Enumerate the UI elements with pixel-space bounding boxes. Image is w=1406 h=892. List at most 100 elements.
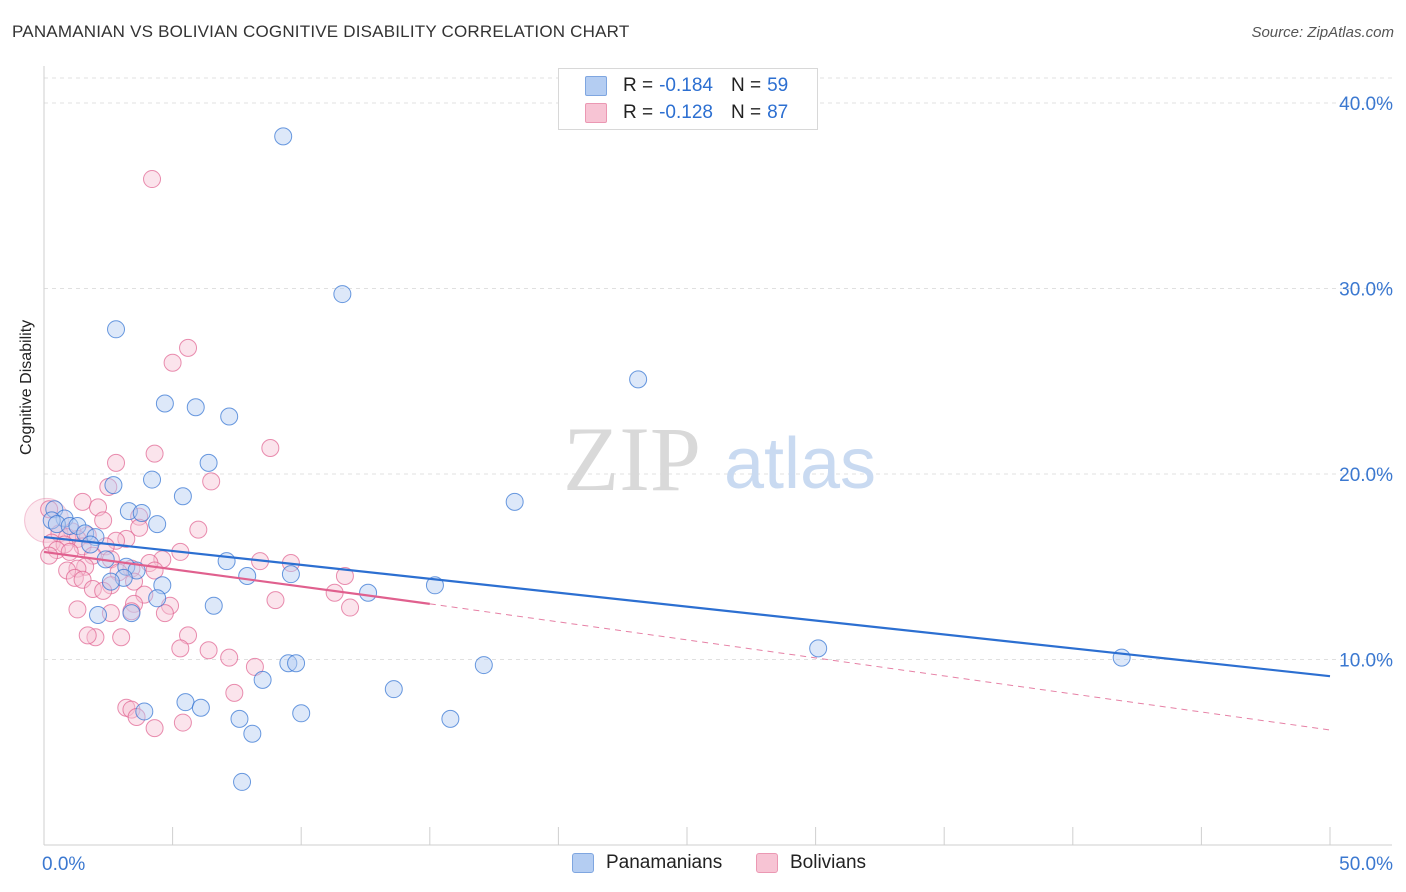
- panamanians-point: [45, 500, 64, 519]
- panamanians-point: [191, 698, 210, 717]
- bolivians-legend-swatch: [756, 853, 778, 873]
- panamanians-point: [68, 516, 87, 535]
- panamanians-point: [333, 285, 352, 304]
- r-value: -0.128: [659, 102, 713, 123]
- bolivians-point: [199, 641, 218, 660]
- panamanians-point: [173, 487, 192, 506]
- n-label: N =: [730, 102, 762, 123]
- panamanians-point: [148, 589, 167, 608]
- bolivians-point: [145, 719, 164, 738]
- panamanians-point: [287, 654, 306, 673]
- bolivians-point: [145, 444, 164, 463]
- bolivians-point: [225, 683, 244, 702]
- y-axis-label: Cognitive Disability: [18, 319, 35, 455]
- panamanians-legend-swatch: [572, 853, 594, 873]
- panamanians-points: [42, 127, 1131, 791]
- bolivians-points: [24, 170, 360, 738]
- correlation-legend: R = -0.184 N = 59 R = -0.128 N = 87: [558, 68, 818, 130]
- bolivians-point: [171, 639, 190, 658]
- source-label: Source: ZipAtlas.com: [1251, 24, 1394, 41]
- x-tick-label: 50.0%: [1339, 854, 1393, 875]
- bolivians-point: [179, 338, 198, 357]
- bolivians-trend-line-extended: [429, 603, 1331, 731]
- n-label: N =: [730, 75, 762, 96]
- panamanians-point: [292, 704, 311, 723]
- bolivians-point: [143, 170, 162, 189]
- panamanians-point: [148, 515, 167, 534]
- panamanians-point: [176, 693, 195, 712]
- bolivians-point: [78, 626, 97, 645]
- legend-row-panamanians: R = -0.184 N = 59: [585, 74, 788, 98]
- bolivians-point: [202, 472, 221, 491]
- panamanians-point: [384, 680, 403, 699]
- legend-item-bolivians[interactable]: Bolivians: [756, 852, 866, 874]
- bolivians-point: [73, 570, 92, 589]
- axes: [43, 66, 1392, 846]
- bolivians-point: [58, 561, 77, 580]
- y-tick-label: 10.0%: [1339, 651, 1393, 672]
- trend-lines: [43, 535, 1331, 731]
- r-label: R =: [623, 102, 654, 123]
- panamanians-point: [474, 656, 493, 675]
- series-legend: Panamanians Bolivians: [0, 852, 1406, 876]
- y-tick-label: 20.0%: [1339, 465, 1393, 486]
- bolivians-point: [261, 439, 280, 458]
- panamanians-point: [505, 492, 524, 511]
- panamanians-point: [81, 535, 100, 554]
- watermark: ZIP atlas: [563, 408, 876, 510]
- panamanians-point: [425, 576, 444, 595]
- bolivians-point: [155, 604, 174, 623]
- panamanians-point: [107, 320, 126, 339]
- panamanians-point: [143, 470, 162, 489]
- panamanians-point: [220, 407, 239, 426]
- legend-item-panamanians[interactable]: Panamanians: [572, 852, 722, 874]
- watermark-zip: ZIP: [563, 408, 701, 510]
- legend-label-panamanians: Panamanians: [606, 852, 723, 873]
- panamanians-point: [132, 503, 151, 522]
- bolivians-point: [112, 628, 131, 647]
- panamanians-point: [279, 654, 298, 673]
- panamanians-point: [1112, 648, 1131, 667]
- bolivians-point: [266, 591, 285, 610]
- bolivians-point: [220, 648, 239, 667]
- tick-labels: 10.0% 20.0% 30.0% 40.0% 0.0% 50.0%: [42, 94, 1393, 875]
- bolivians-point: [86, 628, 105, 647]
- panamanians-point: [281, 565, 300, 584]
- panamanians-point: [135, 702, 154, 721]
- y-tick-label: 30.0%: [1339, 280, 1393, 301]
- bolivians-point: [40, 546, 59, 565]
- panamanians-point: [809, 639, 828, 658]
- watermark-atlas: atlas: [724, 424, 876, 504]
- panamanians-point: [359, 583, 378, 602]
- bolivians-point: [173, 713, 192, 732]
- panamanians-point: [238, 567, 257, 586]
- bolivians-point: [60, 542, 79, 561]
- panamanians-point: [155, 394, 174, 413]
- panamanians-point: [89, 605, 108, 624]
- r-value: -0.184: [659, 75, 713, 96]
- panamanians-trend-line: [43, 535, 1331, 678]
- panamanians-point: [233, 772, 252, 791]
- panamanians-point: [253, 670, 272, 689]
- legend-label-bolivians: Bolivians: [790, 852, 867, 873]
- bolivians-point: [94, 511, 113, 530]
- n-value: 87: [767, 102, 789, 123]
- bolivians-swatch: [585, 103, 607, 123]
- bolivians-point: [341, 598, 360, 617]
- bolivians-point: [335, 567, 354, 586]
- panamanians-point: [204, 596, 223, 615]
- panamanians-point: [243, 724, 262, 743]
- bolivians-point: [73, 492, 92, 511]
- legend-row-bolivians: R = -0.128 N = 87: [585, 101, 788, 125]
- bolivians-point: [40, 500, 59, 519]
- bolivians-point: [65, 568, 84, 587]
- bolivians-point: [163, 353, 182, 372]
- bolivians-point: [107, 453, 126, 472]
- panamanians-point: [186, 398, 205, 417]
- x-tick-label: 0.0%: [42, 854, 85, 875]
- panamanians-point: [274, 127, 293, 146]
- y-tick-label: 40.0%: [1339, 94, 1393, 115]
- panamanians-point: [101, 572, 120, 591]
- bolivians-point: [145, 561, 164, 580]
